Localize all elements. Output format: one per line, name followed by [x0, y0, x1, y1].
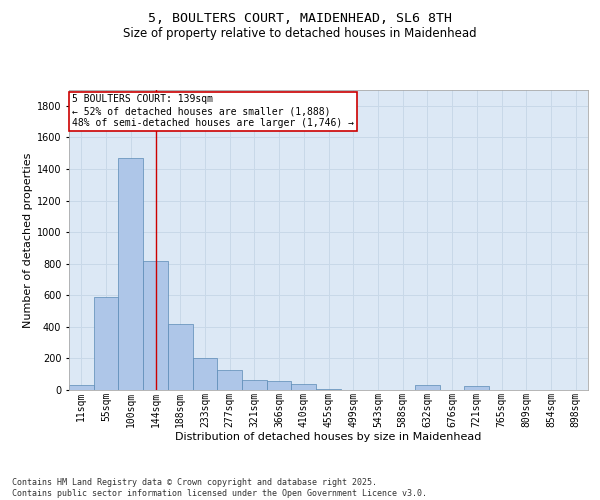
- Bar: [316, 389, 341, 390]
- Bar: [292, 384, 316, 390]
- Bar: [94, 297, 118, 390]
- Y-axis label: Number of detached properties: Number of detached properties: [23, 152, 32, 328]
- Text: Size of property relative to detached houses in Maidenhead: Size of property relative to detached ho…: [123, 28, 477, 40]
- Bar: [118, 158, 143, 390]
- Text: 5, BOULTERS COURT, MAIDENHEAD, SL6 8TH: 5, BOULTERS COURT, MAIDENHEAD, SL6 8TH: [148, 12, 452, 26]
- Text: Contains HM Land Registry data © Crown copyright and database right 2025.
Contai: Contains HM Land Registry data © Crown c…: [12, 478, 427, 498]
- Bar: [143, 260, 168, 390]
- Bar: [168, 324, 193, 390]
- Bar: [242, 380, 267, 390]
- Text: 5 BOULTERS COURT: 139sqm
← 52% of detached houses are smaller (1,888)
48% of sem: 5 BOULTERS COURT: 139sqm ← 52% of detach…: [71, 94, 353, 128]
- Bar: [193, 358, 217, 390]
- Bar: [415, 386, 440, 390]
- Bar: [217, 370, 242, 390]
- Bar: [69, 386, 94, 390]
- X-axis label: Distribution of detached houses by size in Maidenhead: Distribution of detached houses by size …: [175, 432, 482, 442]
- Bar: [464, 386, 489, 390]
- Bar: [267, 382, 292, 390]
